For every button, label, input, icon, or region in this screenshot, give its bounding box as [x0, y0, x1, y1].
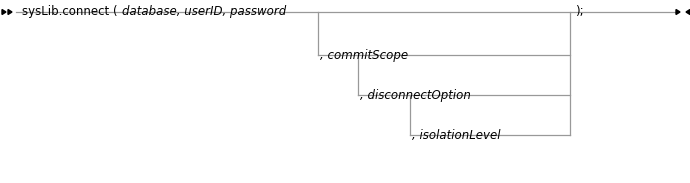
Text: );: ); — [575, 5, 584, 18]
Text: , disconnectOption: , disconnectOption — [360, 89, 471, 102]
Text: sysLib.connect (: sysLib.connect ( — [22, 5, 117, 18]
Text: database, userID, password: database, userID, password — [122, 5, 286, 18]
Text: , isolationLevel: , isolationLevel — [412, 128, 500, 141]
Polygon shape — [2, 10, 6, 14]
Polygon shape — [8, 10, 12, 14]
Polygon shape — [686, 10, 690, 14]
Text: , commitScope: , commitScope — [320, 48, 408, 61]
Polygon shape — [676, 10, 680, 14]
